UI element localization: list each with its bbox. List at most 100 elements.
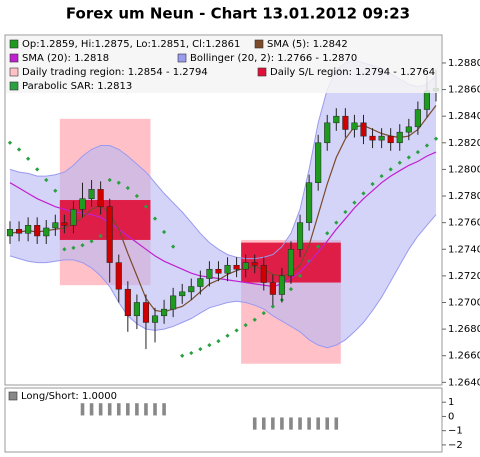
y-tick-label: 1.2820 — [448, 138, 480, 149]
candle-body — [161, 308, 168, 317]
candle-body — [6, 229, 14, 237]
candle-body — [269, 282, 276, 295]
legend-swatch — [9, 67, 19, 77]
candle-body — [106, 206, 113, 263]
sar-dot — [7, 140, 13, 145]
sar-dot — [143, 204, 149, 209]
sar-dot — [216, 338, 221, 344]
y-tick-label: 1.2840 — [448, 111, 480, 122]
long-short-bar — [107, 403, 112, 416]
long-short-bar — [261, 417, 266, 430]
sar-dot — [352, 200, 357, 205]
long-short-bar — [89, 403, 94, 416]
sar-dot — [80, 243, 85, 248]
sar-dot — [62, 247, 67, 252]
candle-body — [142, 302, 150, 323]
y-tick-label: 1 — [448, 397, 454, 408]
long-short-bar — [144, 403, 148, 416]
candle-body — [133, 302, 140, 317]
candle-body — [25, 225, 32, 234]
candle-body — [324, 122, 331, 144]
y-tick-label: 1.2680 — [448, 324, 480, 335]
candle-body — [224, 264, 231, 274]
sar-dot — [325, 231, 330, 236]
long-short-bar — [126, 403, 130, 416]
long-short-bar — [135, 403, 139, 416]
candle-body — [43, 227, 50, 237]
candle-body — [215, 268, 222, 274]
sar-dot — [26, 156, 31, 161]
sar-dot — [397, 160, 402, 165]
sar-dot — [415, 149, 420, 155]
y-tick-label: −2 — [448, 440, 463, 451]
long-short-bar — [116, 403, 121, 416]
long-short-bar — [252, 417, 257, 430]
y-tick-label: 1.2760 — [448, 218, 480, 229]
sar-dot — [89, 239, 94, 244]
sar-dot — [234, 328, 239, 333]
long-short-bar — [162, 403, 166, 416]
candle-body — [188, 286, 195, 293]
candle-body — [296, 222, 304, 250]
candle-body — [179, 291, 186, 297]
sar-dot — [424, 143, 430, 148]
y-tick-label: 1.2880 — [448, 58, 480, 69]
sar-dot — [433, 136, 439, 141]
long-short-bar — [334, 417, 339, 430]
legend-swatch — [8, 391, 18, 401]
sar-dot — [125, 185, 130, 191]
candle-body — [34, 225, 41, 237]
y-tick-label: −1 — [448, 426, 463, 437]
sar-dot — [134, 193, 140, 199]
long-short-bar — [325, 417, 330, 430]
sar-dot — [406, 155, 411, 160]
y-tick-label: 1.2860 — [448, 85, 480, 96]
y-tick-label: 1.2720 — [448, 271, 480, 282]
sar-dot — [361, 191, 366, 196]
sar-dot — [180, 353, 185, 358]
sar-dot — [44, 177, 49, 183]
legend-swatch — [177, 53, 187, 63]
long-short-bar — [80, 403, 85, 416]
candle-body — [124, 288, 131, 317]
y-tick-label: 1.2800 — [448, 164, 480, 175]
sma20-line — [9, 151, 437, 288]
candle-body — [378, 135, 385, 141]
sar-dot — [306, 259, 312, 264]
sar-dot — [53, 188, 58, 193]
candle-body — [342, 115, 349, 130]
sar-dot — [334, 220, 339, 225]
candle-body — [251, 262, 258, 266]
candle-body — [423, 90, 430, 110]
candle-body — [287, 249, 295, 277]
sar-dot — [152, 216, 158, 221]
candle-body — [88, 189, 95, 199]
candle-body — [278, 275, 285, 295]
candle-body — [306, 182, 313, 223]
legend-label: Daily trading region: 1.2854 - 1.2794 — [22, 67, 208, 78]
legend-swatch — [254, 39, 264, 49]
sar-dot — [370, 181, 375, 187]
long-short-bar — [98, 403, 103, 416]
long-short-bar — [271, 417, 275, 430]
long-short-bar — [280, 417, 284, 430]
bollinger-lower — [9, 214, 437, 349]
candle-body — [52, 222, 59, 229]
legend-swatch — [9, 81, 19, 91]
sar-dot — [243, 322, 248, 328]
long-short-bar — [153, 403, 157, 416]
candle-body — [387, 135, 394, 144]
candle-body — [61, 222, 68, 226]
candle-body — [405, 126, 412, 133]
sar-dot — [225, 333, 230, 338]
candle-body — [351, 122, 358, 130]
lower-panel — [4, 387, 443, 453]
candle-body — [115, 262, 122, 290]
legend-label: SMA (5): 1.2842 — [267, 39, 348, 50]
y-tick-label: 0 — [448, 411, 454, 422]
sar-dot — [343, 209, 348, 215]
candle-body — [333, 115, 340, 124]
sar-dot — [71, 245, 76, 251]
candle-body — [242, 262, 249, 270]
